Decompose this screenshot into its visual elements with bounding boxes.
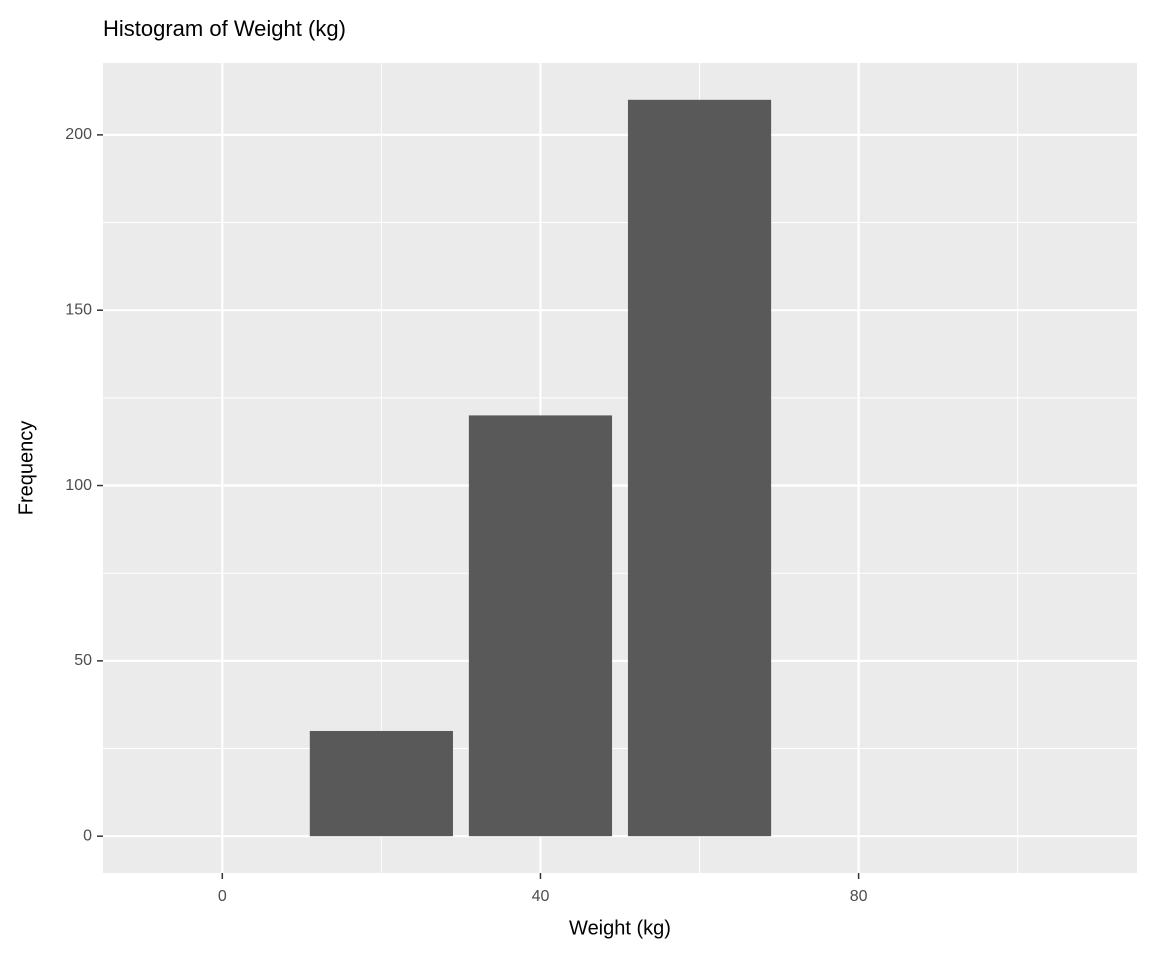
y-tick-label: 50	[74, 652, 92, 669]
bar	[468, 415, 613, 837]
panel	[103, 63, 1137, 873]
x-axis-title: Weight (kg)	[569, 917, 671, 939]
chart-title: Histogram of Weight (kg)	[103, 16, 346, 41]
y-tick-label: 100	[65, 477, 92, 494]
y-tick-label: 0	[83, 827, 92, 844]
x-tick-label: 80	[850, 888, 868, 905]
y-axis-title: Frequency	[15, 421, 37, 516]
y-tick-label: 150	[65, 301, 92, 318]
y-tick-label: 200	[65, 126, 92, 143]
x-tick-label: 40	[532, 888, 550, 905]
x-tick-label: 0	[218, 888, 227, 905]
bar	[309, 730, 453, 837]
bar	[627, 99, 772, 837]
